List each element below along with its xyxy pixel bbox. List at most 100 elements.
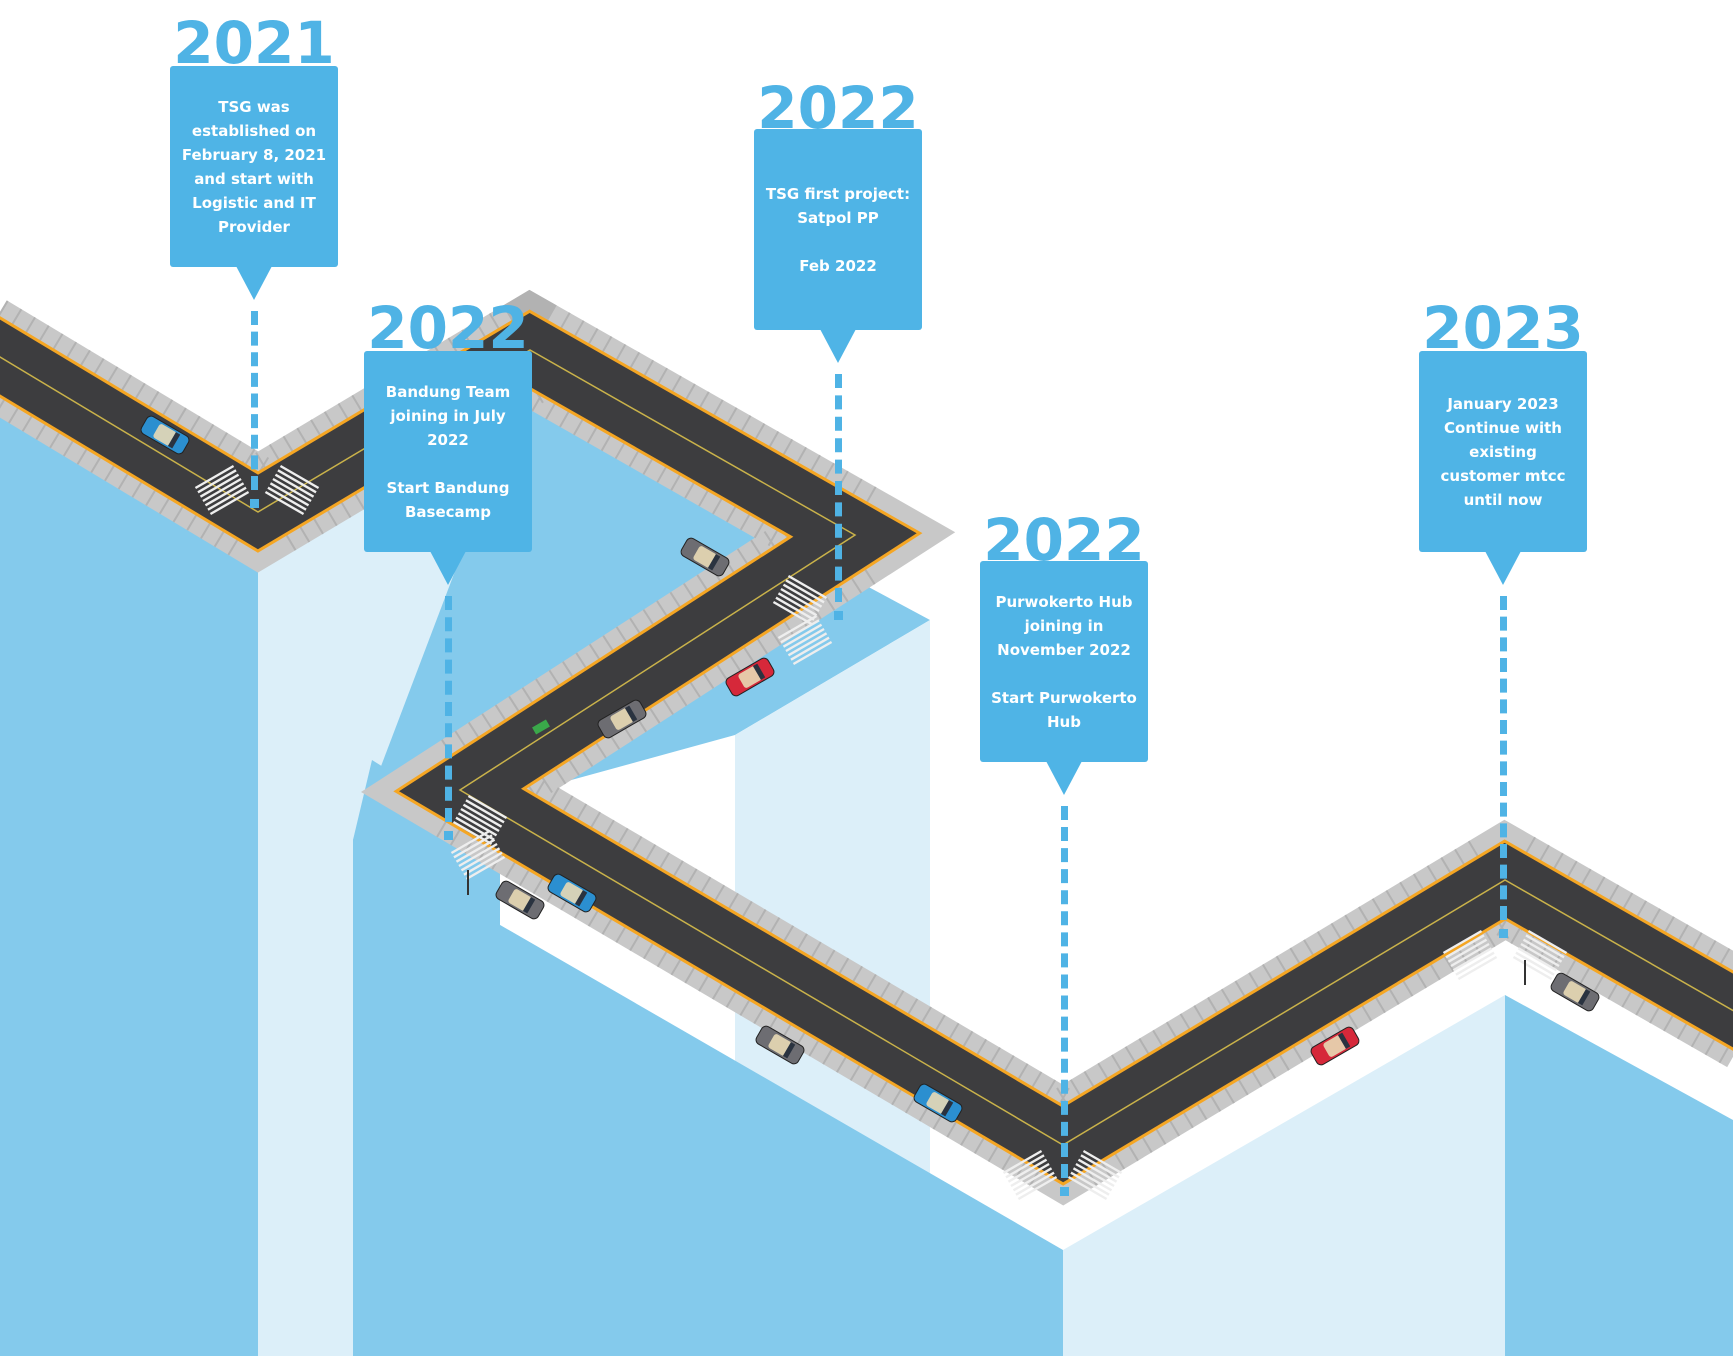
car-roof — [768, 1034, 792, 1056]
crosswalk-stripe — [1457, 955, 1498, 981]
crosswalk-stripe — [1067, 1175, 1108, 1201]
crosswalk-stripe — [780, 619, 820, 644]
crosswalk-stripe — [1512, 955, 1553, 981]
car-icon — [495, 880, 545, 920]
crosswalk-stripe — [1007, 1158, 1048, 1183]
milestone-card: January 2023 Continue with existing custome… — [1419, 351, 1587, 552]
car-icon — [725, 657, 775, 697]
car-icon — [755, 1025, 805, 1065]
crosswalk-stripe — [1520, 942, 1560, 968]
crosswalk-stripe — [453, 834, 493, 859]
milestone-text-line: January 2023 — [1447, 394, 1559, 413]
crosswalk-stripe — [782, 623, 823, 648]
crosswalk-stripe — [460, 807, 500, 833]
car-icon — [1550, 972, 1600, 1012]
dashed-connector — [1061, 806, 1068, 1178]
milestone-card: TSG first project: Satpol PP Feb 2022 — [754, 129, 922, 330]
milestone-text-line: joining in — [1024, 616, 1104, 635]
crosswalk-stripe — [790, 636, 830, 661]
milestone-text-line: customer mtcc — [1440, 466, 1566, 485]
crosswalk-stripe — [465, 855, 506, 881]
crosswalk-stripe — [792, 640, 833, 666]
crosswalk-stripe — [1455, 951, 1495, 976]
car-icon — [1310, 1026, 1360, 1066]
car-windshield — [167, 432, 181, 449]
dashed-connector — [251, 311, 258, 490]
crosswalk-stripe — [782, 583, 823, 608]
milestone-year: 2022 — [983, 506, 1145, 574]
crosswalk-stripe — [465, 799, 505, 824]
milestone-text-line: joining in July — [390, 406, 506, 425]
crosswalk-stripe — [455, 838, 496, 863]
crosswalk — [452, 794, 508, 846]
crosswalk-stripe — [1075, 1162, 1115, 1188]
crosswalk-stripe — [277, 469, 317, 494]
milestone-text-line: TSG was — [218, 97, 290, 116]
milestone-text-line: Provider — [218, 217, 290, 236]
crosswalk-stripe — [1015, 1171, 1055, 1196]
car-icon — [140, 415, 190, 455]
milestone-text-line — [990, 662, 1138, 686]
car-roof — [1563, 981, 1587, 1003]
crosswalk-stripe — [458, 842, 498, 868]
block-far-right — [1505, 995, 1733, 1356]
crosswalk-stripe — [267, 486, 307, 511]
crosswalk-stripe — [775, 596, 815, 621]
car-roof — [693, 546, 717, 568]
crosswalk — [264, 464, 320, 516]
crosswalk-stripe — [1017, 1175, 1058, 1201]
crosswalk-stripe — [1450, 942, 1490, 968]
car-roof — [1323, 1035, 1347, 1057]
crosswalk-stripe — [460, 847, 501, 872]
crosswalk — [1002, 1149, 1058, 1201]
milestone-text-line: existing — [1469, 442, 1537, 461]
milestone-text-line: Feb 2022 — [799, 256, 877, 275]
card-pointer — [820, 329, 856, 363]
road-details — [194, 464, 1568, 1201]
milestone-text-line: Continue with — [1444, 418, 1562, 437]
car-windshield — [1577, 989, 1591, 1006]
milestone-text-line: until now — [1463, 490, 1543, 509]
crosswalk-stripe — [1010, 1162, 1050, 1188]
crosswalk-stripe — [1517, 947, 1558, 972]
milestone-text-line: 2022 — [427, 430, 469, 449]
car-windshield — [1337, 1032, 1351, 1049]
milestone-text-line: Start Purwokerto — [991, 688, 1137, 707]
crosswalk-stripe — [462, 803, 503, 828]
card-pointer — [236, 266, 272, 300]
crosswalk-stripe — [452, 820, 493, 846]
crosswalk-stripe — [1452, 947, 1493, 972]
crosswalk — [1442, 929, 1498, 981]
crosswalk-stripe — [1002, 1149, 1043, 1175]
vehicles — [140, 415, 1600, 1123]
crosswalk-stripe — [194, 464, 235, 490]
crosswalk-stripe — [204, 482, 245, 507]
car-windshield — [782, 1042, 796, 1059]
crosswalk — [194, 464, 250, 516]
car-windshield — [940, 1100, 954, 1117]
crosswalk-stripe — [1515, 951, 1555, 976]
milestone-year: 2021 — [173, 9, 335, 77]
car-icon — [597, 699, 647, 739]
crosswalk-stripe — [274, 473, 315, 498]
car-windshield — [522, 897, 536, 914]
crosswalk-stripe — [450, 829, 491, 855]
car-windshield — [707, 554, 721, 571]
card-pointer — [430, 551, 466, 585]
milestone-year: 2022 — [757, 74, 919, 142]
milestone-text-line: Hub — [1047, 712, 1081, 731]
crosswalk-stripe — [787, 632, 828, 657]
milestone-text-line: Purwokerto Hub — [995, 592, 1133, 611]
crosswalk-stripe — [209, 490, 250, 516]
card-pointer — [1046, 761, 1082, 795]
milestone-text-line: established on — [191, 121, 317, 140]
crosswalk-stripe — [1445, 934, 1485, 959]
crosswalk-stripe — [1447, 938, 1488, 963]
crosswalk — [777, 614, 833, 666]
crosswalk — [1512, 929, 1568, 981]
crosswalk-stripe — [207, 486, 247, 511]
crosswalk-stripe — [269, 482, 310, 507]
crosswalk-stripe — [1525, 934, 1565, 959]
car-windshield — [574, 890, 588, 907]
